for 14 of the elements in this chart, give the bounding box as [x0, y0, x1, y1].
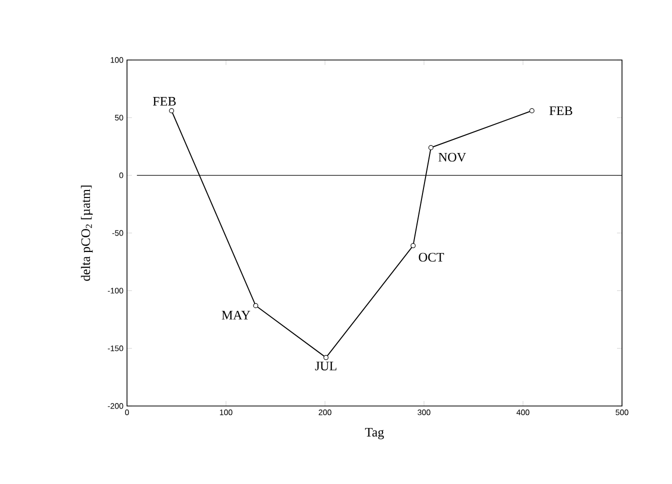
annotation: JUL [315, 362, 336, 370]
annotation: NOV [438, 152, 466, 162]
annotation: OCT [418, 252, 444, 262]
annotation: MAY [222, 310, 250, 320]
x-axis-title: Tag [365, 428, 384, 440]
point [428, 145, 434, 150]
point [169, 108, 174, 114]
annotation: FEB [152, 97, 176, 106]
point [529, 108, 534, 114]
point [410, 243, 416, 248]
point [323, 355, 328, 360]
annotation: FEB [549, 106, 572, 115]
y-axis-title: delta pCO$_{2}$ [µatm] [80, 186, 93, 281]
point [253, 303, 258, 308]
